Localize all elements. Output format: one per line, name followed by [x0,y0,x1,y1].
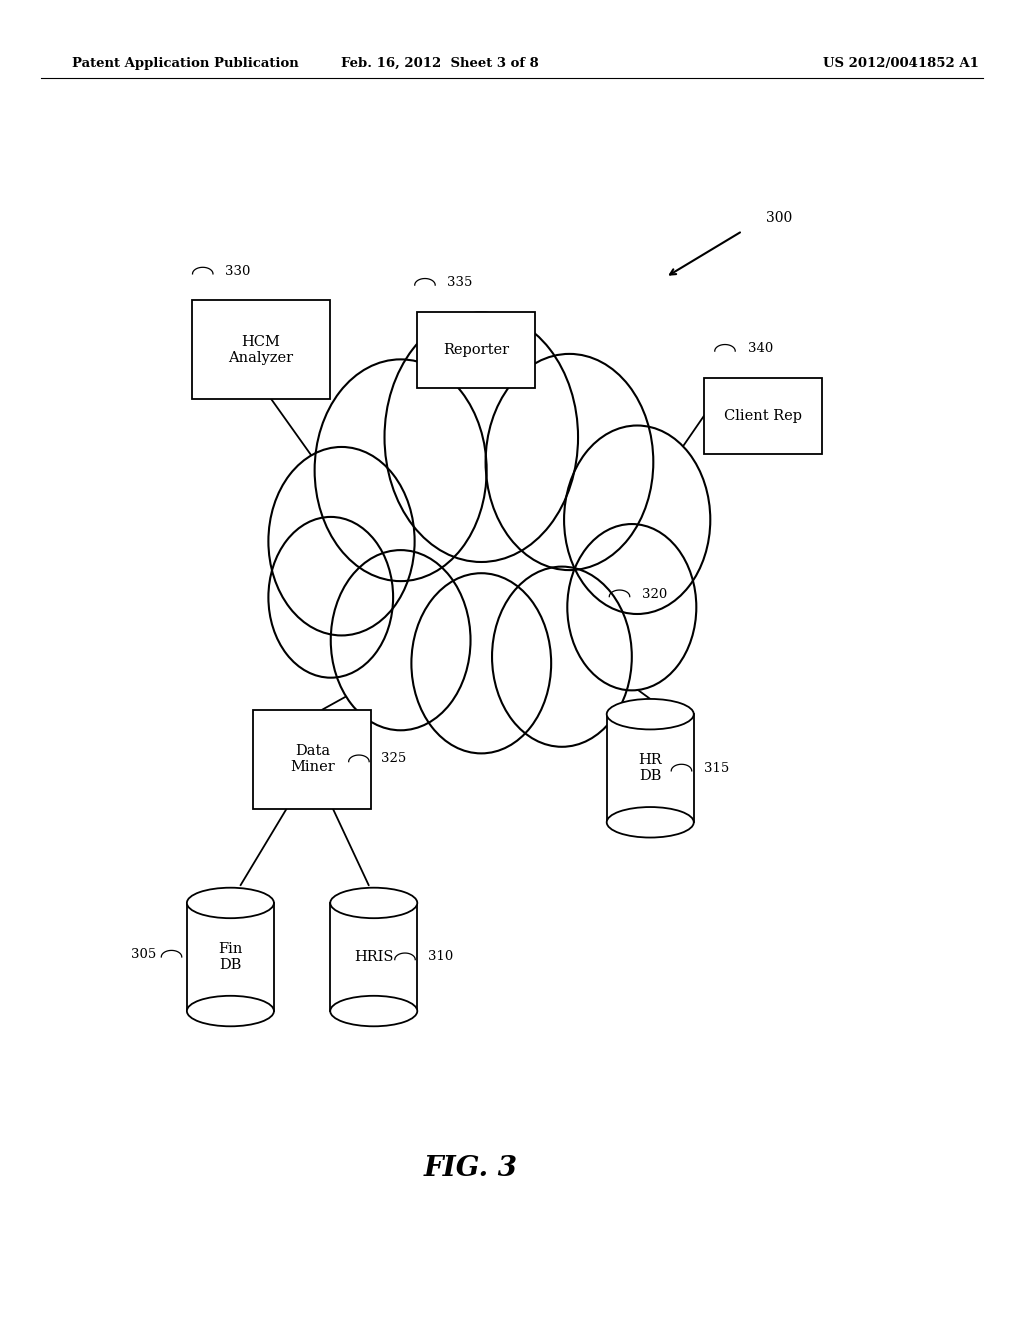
Ellipse shape [330,887,418,919]
Text: 325: 325 [381,752,407,766]
Text: 340: 340 [748,342,773,355]
Text: Data
Miner: Data Miner [290,744,335,774]
Ellipse shape [606,807,694,837]
Text: 310: 310 [428,950,453,964]
FancyBboxPatch shape [330,903,418,1011]
Text: HR
DB: HR DB [638,754,663,783]
Text: Feb. 16, 2012  Sheet 3 of 8: Feb. 16, 2012 Sheet 3 of 8 [341,57,540,70]
Circle shape [485,354,653,570]
FancyBboxPatch shape [254,710,371,808]
Text: 315: 315 [705,762,729,775]
Circle shape [384,313,578,562]
Text: HRIS: HRIS [354,950,393,964]
Ellipse shape [186,995,274,1027]
Text: US 2012/0041852 A1: US 2012/0041852 A1 [823,57,979,70]
Text: 330: 330 [225,265,251,277]
Text: 300: 300 [766,211,793,224]
Text: Patent Application Publication: Patent Application Publication [72,57,298,70]
Ellipse shape [309,446,653,677]
FancyBboxPatch shape [606,714,694,822]
Circle shape [268,517,393,677]
FancyBboxPatch shape [418,312,536,388]
Text: FIG. 3: FIG. 3 [424,1155,518,1181]
Text: HCM
Analyzer: HCM Analyzer [228,335,294,364]
Text: Client Rep: Client Rep [724,409,802,422]
Circle shape [567,524,696,690]
Text: Reporter: Reporter [443,343,509,356]
FancyBboxPatch shape [193,301,330,399]
Text: 335: 335 [447,276,473,289]
Circle shape [314,359,486,581]
Circle shape [331,550,471,730]
Circle shape [268,447,415,635]
Circle shape [412,573,551,754]
FancyBboxPatch shape [705,378,821,454]
Ellipse shape [606,700,694,730]
Text: 305: 305 [131,948,156,961]
Ellipse shape [330,995,418,1027]
Circle shape [564,425,711,614]
Text: Fin
DB: Fin DB [218,942,243,972]
Text: 320: 320 [642,587,668,601]
FancyBboxPatch shape [186,903,274,1011]
Circle shape [492,566,632,747]
Ellipse shape [186,887,274,919]
